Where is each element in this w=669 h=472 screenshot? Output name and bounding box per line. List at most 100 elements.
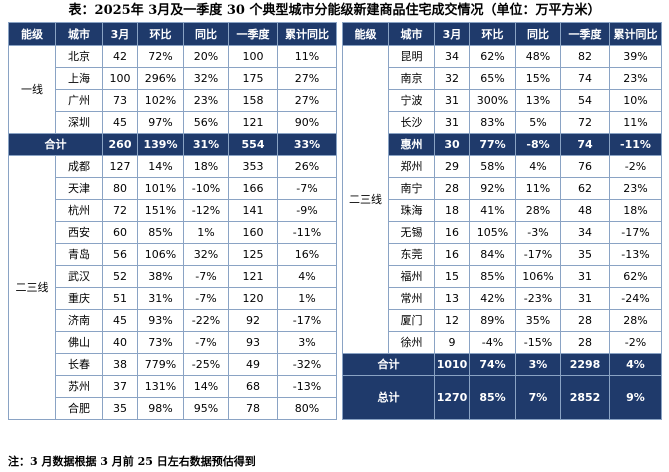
table-row: 西安 60 85% 1% 160 -11% 无锡 16 105% -3% 34 -17% xyxy=(9,221,662,244)
cell-city: 珠海 xyxy=(388,199,435,222)
cell-city: 无锡 xyxy=(388,221,435,244)
cell-ytd-yoy: -24% xyxy=(609,287,662,310)
table-row: 上海 100 296% 32% 175 27% 南京 32 65% 15% 74 23% xyxy=(9,67,662,90)
cell-mom: 42% xyxy=(469,287,516,310)
table-row: 合计 260 139% 31% 554 33% 惠州 30 77% -8% 74 -11% xyxy=(8,133,662,156)
cell-march: 51 xyxy=(102,287,138,310)
cell-mom: 106% xyxy=(137,243,184,266)
table-row: 二三线 成都 127 14% 18% 353 26% 郑州 29 58% 4% 76 -2% xyxy=(8,155,662,420)
cell-mom: 62% xyxy=(469,45,516,68)
sum-yoy: 3% xyxy=(515,353,561,376)
cell-ytd-yoy: -17% xyxy=(277,309,337,332)
cell-ytd-yoy: 11% xyxy=(609,111,662,134)
cell-q1: 31 xyxy=(560,265,610,288)
cell-mom: -4% xyxy=(469,331,516,354)
sum-yoy: 31% xyxy=(183,133,229,156)
cell-mom: 93% xyxy=(137,309,184,332)
table-row: 长春 38 779% -25% 49 -32% 合计 1010 74% 3% 2298 4% xyxy=(9,353,662,376)
cell-ytd-yoy: 16% xyxy=(277,243,337,266)
cell-q1: 141 xyxy=(228,199,278,222)
table-row: 广州 73 102% 23% 158 27% 宁波 31 300% 13% 54 10% xyxy=(9,89,662,112)
cell-mom: 83% xyxy=(469,111,516,134)
tier-label: 二三线 xyxy=(342,45,389,354)
cell-mom: 84% xyxy=(469,243,516,266)
cell-yoy: -22% xyxy=(183,309,229,332)
cell-q1: 121 xyxy=(228,111,278,134)
cell-city: 重庆 xyxy=(55,287,103,310)
cell-q1: 353 xyxy=(228,155,278,178)
cell-yoy: 95% xyxy=(183,397,229,420)
cell-march: 38 xyxy=(102,353,138,376)
total-yoy: 7% xyxy=(515,375,561,420)
tier-label: 一线 xyxy=(8,45,56,134)
cell-city: 苏州 xyxy=(55,375,103,398)
cell-ytd-yoy: -13% xyxy=(277,375,337,398)
table-row: 合肥 35 98% 95% 78 80% xyxy=(9,397,662,420)
sum-label: 合计 xyxy=(342,353,435,376)
header-cell: 3月 xyxy=(434,22,470,46)
cell-mom: 97% xyxy=(137,111,184,134)
cell-ytd-yoy: -2% xyxy=(609,155,662,178)
cell-ytd-yoy: 11% xyxy=(277,45,337,68)
cell-march: 80 xyxy=(102,177,138,200)
cell-mom: 65% xyxy=(469,67,516,90)
cell-yoy: 28% xyxy=(515,199,561,222)
sum-mom: 74% xyxy=(469,353,516,376)
cell-q1: 49 xyxy=(228,353,278,376)
cell-mom: 73% xyxy=(137,331,184,354)
cell-ytd-yoy: 4% xyxy=(277,265,337,288)
table-row: 武汉 52 38% -7% 121 4% 福州 15 85% 106% 31 62% xyxy=(9,265,662,288)
cell-city: 武汉 xyxy=(55,265,103,288)
cell-ytd-yoy: 23% xyxy=(609,177,662,200)
cell-yoy: 23% xyxy=(183,89,229,112)
cell-yoy: 32% xyxy=(183,243,229,266)
cell-city: 西安 xyxy=(55,221,103,244)
cell-q1: 125 xyxy=(228,243,278,266)
header-cell: 累计同比 xyxy=(609,22,662,46)
cell-march: 16 xyxy=(434,221,470,244)
cell-ytd-yoy: -2% xyxy=(609,331,662,354)
cell-q1: 54 xyxy=(560,89,610,112)
header-cell: 能级 xyxy=(8,22,56,46)
table-row: 佛山 40 73% -7% 93 3% 徐州 9 -4% -15% 28 -2% xyxy=(9,331,662,354)
cell-yoy: 13% xyxy=(515,89,561,112)
cell-city: 佛山 xyxy=(55,331,103,354)
cell-ytd-yoy: 18% xyxy=(609,199,662,222)
header-cell: 同比 xyxy=(515,22,561,46)
cell-city: 广州 xyxy=(55,89,103,112)
cell-ytd-yoy: 80% xyxy=(277,397,337,420)
cell-yoy: 35% xyxy=(515,309,561,332)
cell-mom: 92% xyxy=(469,177,516,200)
cell-city: 福州 xyxy=(388,265,435,288)
cell-ytd-yoy: -32% xyxy=(277,353,337,376)
cell-city: 杭州 xyxy=(55,199,103,222)
cell-yoy: -12% xyxy=(183,199,229,222)
cell-q1: 158 xyxy=(228,89,278,112)
cell-march: 31 xyxy=(434,111,470,134)
cell-q1: 78 xyxy=(228,397,278,420)
cell-march: 52 xyxy=(102,265,138,288)
cell-mom: 98% xyxy=(137,397,184,420)
cell-yoy: -15% xyxy=(515,331,561,354)
sum-label: 合计 xyxy=(8,133,103,156)
table-row: 济南 45 93% -22% 92 -17% 厦门 12 89% 35% 28 28% xyxy=(9,309,662,332)
cell-ytd-yoy: 39% xyxy=(609,45,662,68)
sum-march: 1010 xyxy=(434,353,470,376)
cell-mom: 151% xyxy=(137,199,184,222)
cell-city: 郑州 xyxy=(388,155,435,178)
cell-city: 天津 xyxy=(55,177,103,200)
cell-mom: 131% xyxy=(137,375,184,398)
cell-ytd-yoy: 23% xyxy=(609,67,662,90)
cell-march: 45 xyxy=(102,111,138,134)
cell-yoy: -25% xyxy=(183,353,229,376)
header-cell: 同比 xyxy=(183,22,229,46)
cell-city: 惠州 xyxy=(388,133,435,156)
cell-mom: 58% xyxy=(469,155,516,178)
cell-city: 成都 xyxy=(55,155,103,178)
cell-q1: 76 xyxy=(560,155,610,178)
cell-city: 常州 xyxy=(388,287,435,310)
header-cell: 一季度 xyxy=(228,22,278,46)
cell-ytd-yoy: 26% xyxy=(277,155,337,178)
header-row: 能级 城市 3月 环比 同比 一季度 累计同比 能级 城市 3月 环比 同比 一季度 累计同比 xyxy=(8,22,662,46)
cell-q1: 28 xyxy=(560,309,610,332)
